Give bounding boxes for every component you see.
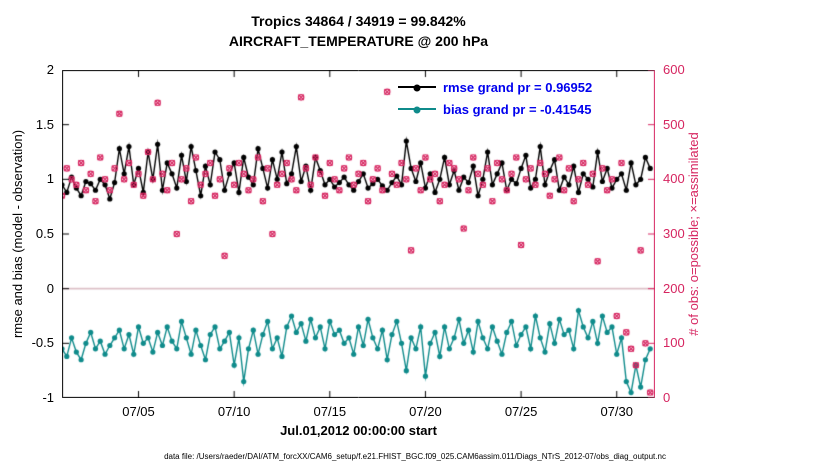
data-file-path: data file: /Users/raeder/DAI/ATM_forcXX/…	[164, 452, 666, 461]
legend-label-rmse: rmse grand pr = 0.96952	[443, 79, 593, 95]
x-tick-label: 07/15	[313, 404, 347, 419]
right-axis-label: # of obs: o=possible; ×=assimilated	[686, 132, 701, 336]
left-y-tick-label: -0.5	[31, 335, 54, 351]
bias-marker-icon	[413, 106, 421, 114]
rmse-marker-icon	[413, 84, 421, 92]
x-tick-label: 07/25	[504, 404, 538, 419]
x-tick-label: 07/05	[122, 404, 155, 419]
left-y-tick-label: 0.5	[35, 226, 54, 241]
x-axis-label: Jul.01,2012 00:00:00 start	[280, 423, 437, 438]
left-y-tick-label: 2	[46, 62, 54, 77]
left-y-tick-label: 1.5	[35, 116, 54, 132]
legend: rmse grand pr = 0.96952 bias grand pr = …	[398, 76, 592, 120]
x-tick-label: 07/30	[600, 404, 633, 419]
chart-title: Tropics 34864 / 34919 = 99.842%	[251, 13, 466, 29]
plot-canvas	[62, 70, 655, 398]
legend-item-bias: bias grand pr = -0.41545	[398, 98, 592, 120]
rmse-line-sample	[398, 84, 436, 92]
legend-label-bias: bias grand pr = -0.41545	[443, 101, 592, 117]
legend-item-rmse: rmse grand pr = 0.96952	[398, 76, 592, 98]
left-y-tick-label: 0	[46, 280, 54, 296]
bias-line-sample	[398, 106, 436, 114]
left-axis-label: rmse and bias (model - observation)	[10, 129, 25, 339]
x-tick-label: 07/20	[409, 404, 442, 419]
left-y-tick-label: -1	[42, 390, 54, 405]
chart-subtitle: AIRCRAFT_TEMPERATURE @ 200 hPa	[228, 33, 489, 49]
x-tick-label: 07/10	[217, 404, 251, 419]
left-y-tick-label: 1	[46, 171, 54, 187]
